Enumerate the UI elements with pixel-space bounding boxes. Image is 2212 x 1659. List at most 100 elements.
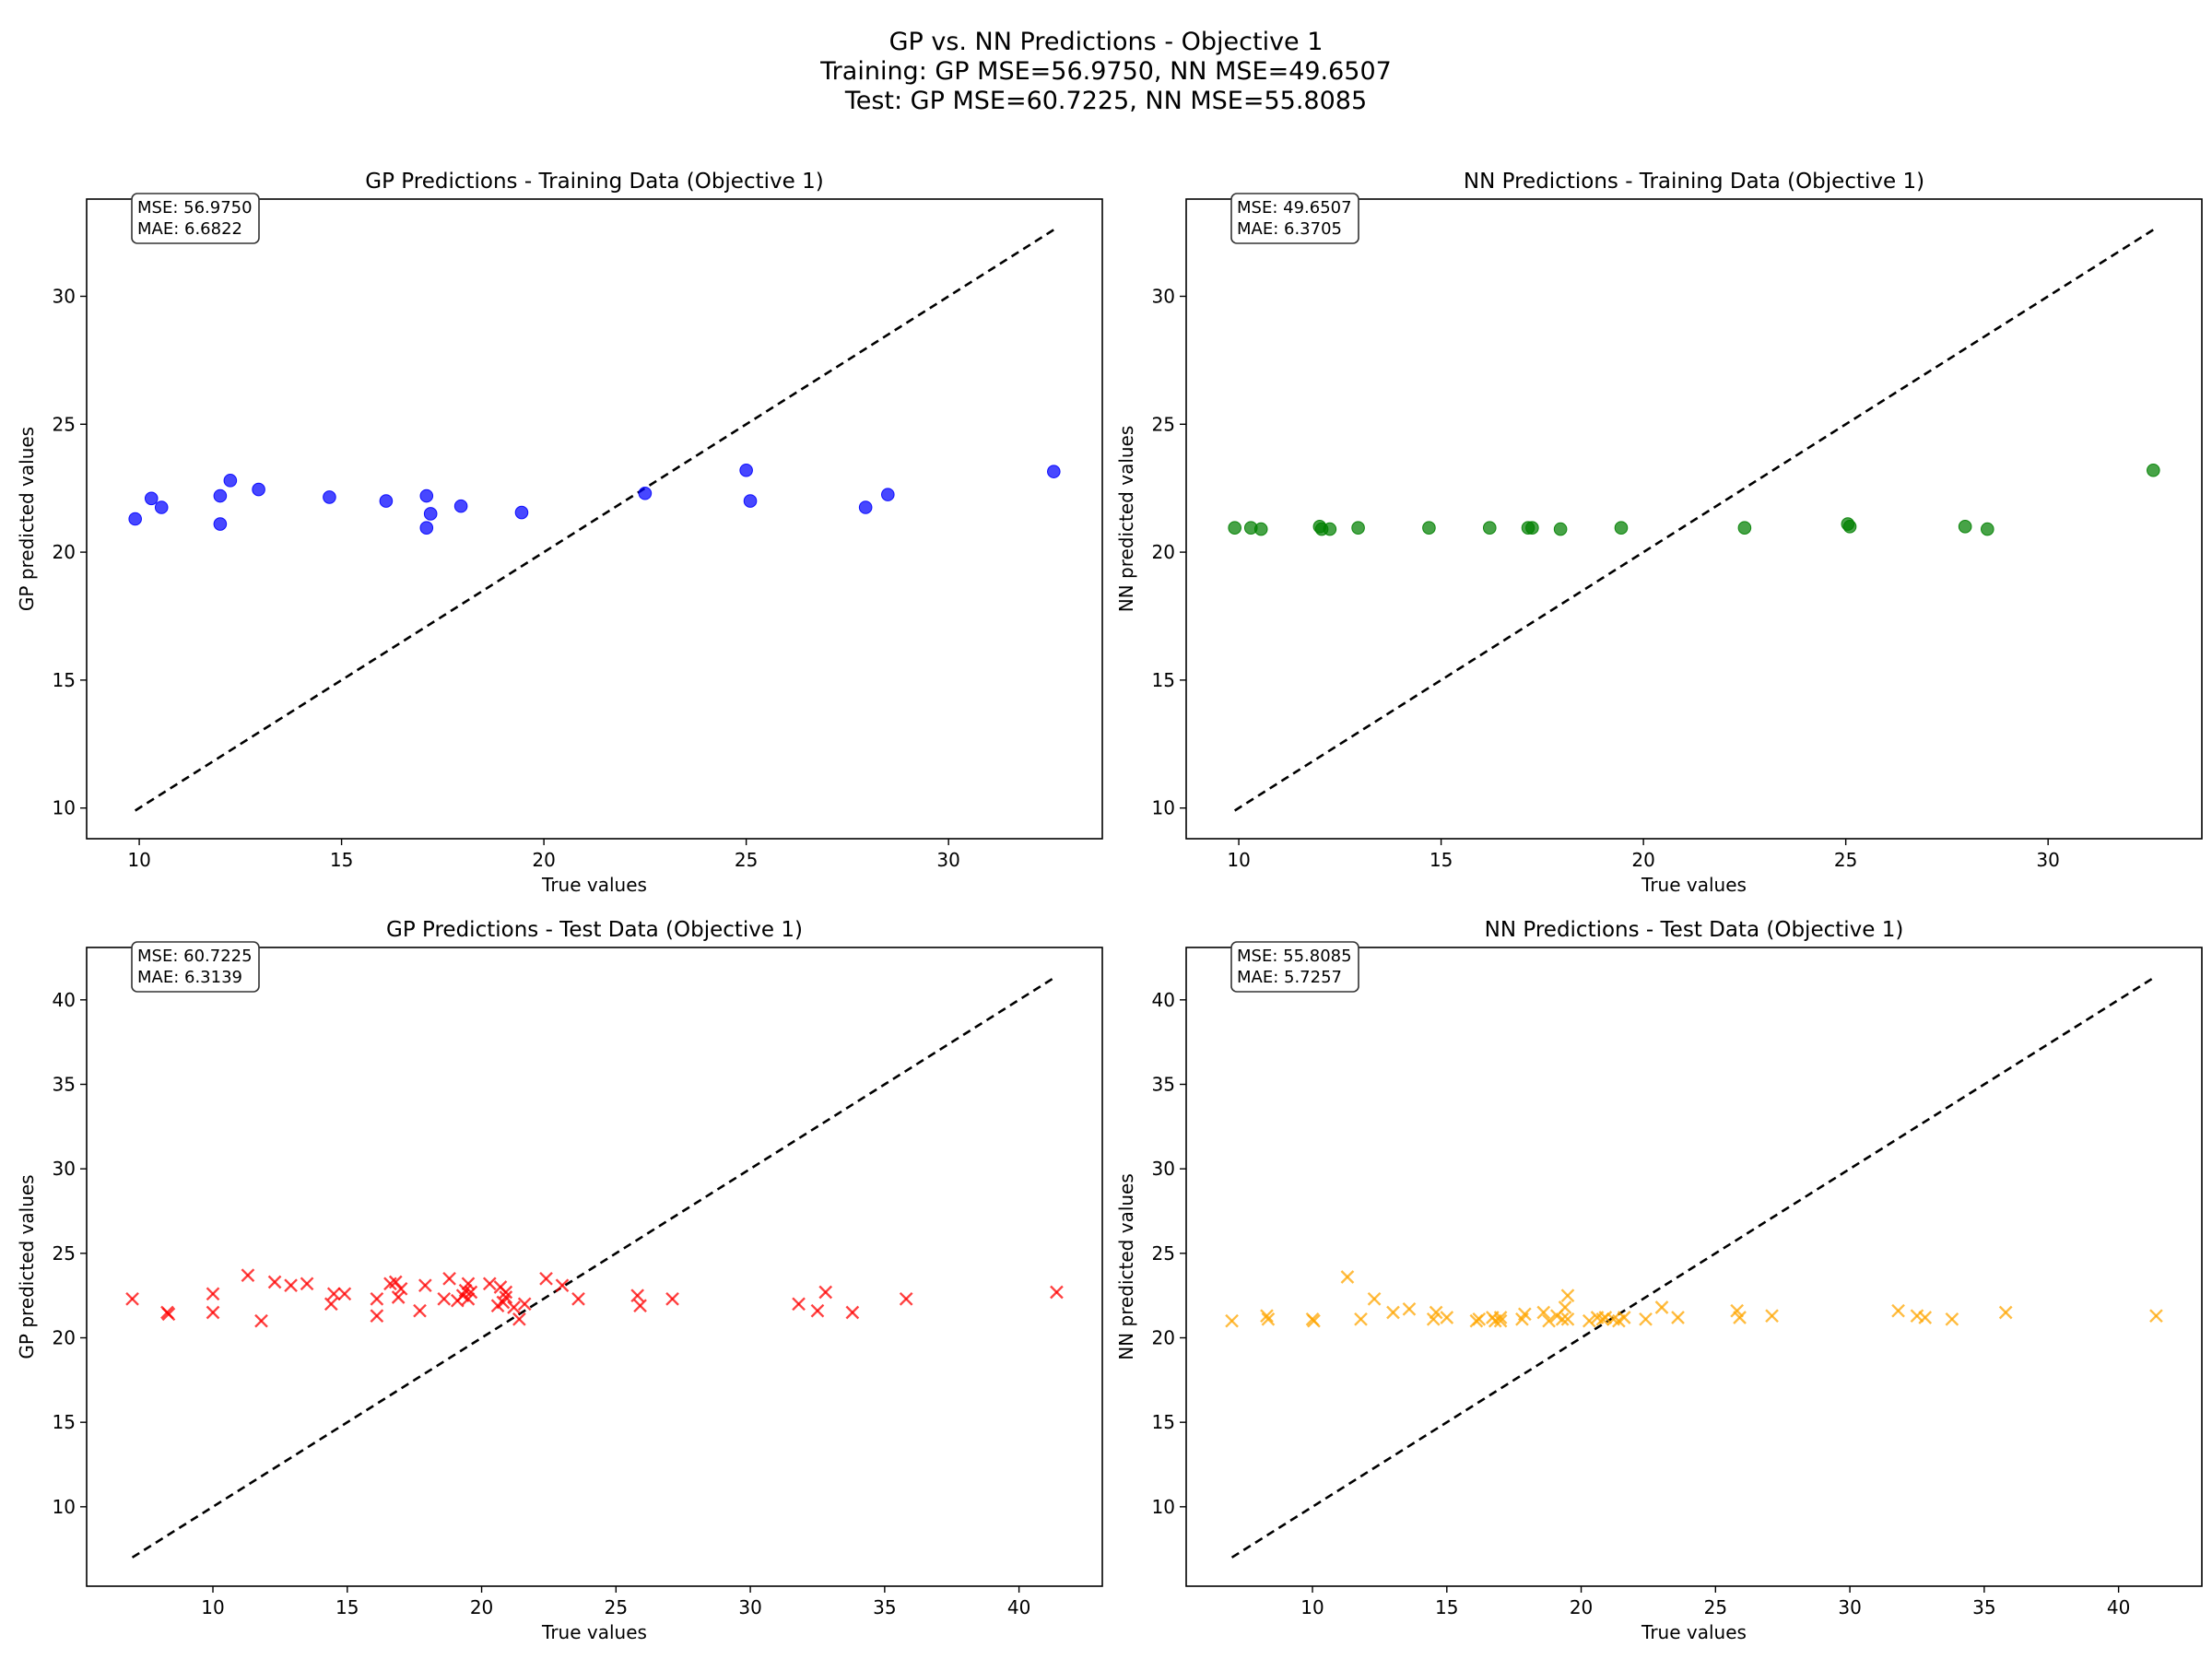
data-point xyxy=(1765,1309,1779,1324)
data-point-stroke xyxy=(810,1303,825,1318)
y-axis-label: NN predicted values xyxy=(1115,426,1137,613)
data-point-stroke xyxy=(1402,1301,1417,1316)
data-point xyxy=(1307,1313,1321,1328)
data-point-stroke xyxy=(388,1275,403,1289)
x-tick-label: 25 xyxy=(1704,1596,1727,1618)
data-point xyxy=(252,482,265,497)
data-point xyxy=(1598,1311,1613,1324)
stats-box xyxy=(131,941,260,993)
data-point xyxy=(213,517,228,531)
data-point-stroke xyxy=(206,1305,220,1320)
data-point xyxy=(1910,1309,1924,1324)
data-point xyxy=(223,474,238,488)
data-point xyxy=(1253,522,1268,536)
y-axis-label: NN predicted values xyxy=(1115,1173,1137,1360)
data-point xyxy=(1614,521,1629,535)
stats-mse: MSE: 60.7225 xyxy=(137,947,253,966)
y-tick-label: 15 xyxy=(1152,669,1175,691)
axes-frame xyxy=(1185,198,2203,840)
data-point-stroke xyxy=(507,1300,521,1314)
y-tick-label: 20 xyxy=(1152,541,1175,563)
y-axis-label: GP predicted values xyxy=(16,427,38,611)
stats-mae: MAE: 6.3705 xyxy=(1237,219,1342,239)
data-point xyxy=(1671,1311,1685,1324)
y-tick-label: 30 xyxy=(53,285,76,307)
data-point-stroke xyxy=(1542,1313,1556,1328)
data-point-stroke xyxy=(254,1313,268,1328)
data-point xyxy=(206,1287,220,1301)
data-point xyxy=(1261,1312,1276,1326)
data-point-stroke xyxy=(630,1288,644,1303)
data-point xyxy=(739,463,753,477)
data-point-stroke xyxy=(464,1285,478,1300)
data-point xyxy=(2147,463,2160,477)
data-point xyxy=(1737,521,1752,535)
data-point-stroke xyxy=(1493,1313,1508,1328)
x-tick-label: 10 xyxy=(1227,849,1250,871)
data-point-stroke xyxy=(370,1309,384,1324)
y-tick-label: 25 xyxy=(1152,413,1175,435)
data-point-stroke xyxy=(1261,1312,1276,1326)
data-point-stroke xyxy=(1730,1303,1744,1318)
x-tick-label: 10 xyxy=(201,1596,224,1618)
x-tick-label: 20 xyxy=(1570,1596,1593,1618)
data-point xyxy=(482,1277,497,1291)
data-point-stroke xyxy=(633,1299,647,1313)
data-point-stroke xyxy=(1606,1312,1620,1326)
data-point xyxy=(792,1297,806,1312)
x-tick-label: 35 xyxy=(1972,1596,1995,1618)
x-tick-label: 30 xyxy=(738,1596,761,1618)
data-point-stroke xyxy=(1386,1305,1400,1320)
data-point xyxy=(1422,521,1436,535)
y-tick-label: 20 xyxy=(53,1327,76,1349)
x-tick-label: 35 xyxy=(873,1596,896,1618)
data-point-stroke xyxy=(418,1278,432,1293)
stats-box xyxy=(1230,941,1359,993)
data-point xyxy=(1536,1305,1551,1320)
chart-panel-4: NN Predictions - Test Data (Objective 1)… xyxy=(1115,918,2203,1643)
x-tick-label: 15 xyxy=(1435,1596,1458,1618)
data-point-stroke xyxy=(512,1312,526,1326)
chart-panel-2: NN Predictions - Training Data (Objectiv… xyxy=(1115,170,2203,896)
axes-frame xyxy=(86,198,1103,840)
data-point xyxy=(1555,1312,1570,1326)
data-point xyxy=(810,1303,825,1318)
data-point xyxy=(464,1285,478,1300)
data-point xyxy=(1558,1300,1572,1314)
y-tick-label: 10 xyxy=(1152,797,1175,819)
x-axis-label: True values xyxy=(1641,1621,1747,1643)
y-tick-label: 10 xyxy=(53,1496,76,1518)
stats-mae: MAE: 6.3139 xyxy=(137,968,242,987)
data-point xyxy=(881,488,895,501)
suptitle-line-3: Test: GP MSE=60.7225, NN MSE=55.8085 xyxy=(844,87,1368,115)
data-point xyxy=(128,512,142,526)
figure-suptitle: GP vs. NN Predictions - Objective 1 Trai… xyxy=(0,28,2212,116)
chart-title: NN Predictions - Training Data (Objectiv… xyxy=(1464,170,1924,194)
data-point xyxy=(206,1305,220,1320)
y-tick-label: 35 xyxy=(53,1074,76,1096)
data-point xyxy=(1553,522,1568,536)
data-point-stroke xyxy=(1472,1312,1487,1326)
data-point xyxy=(899,1291,913,1306)
data-point-stroke xyxy=(499,1285,513,1300)
data-point-stroke xyxy=(206,1287,220,1301)
data-point xyxy=(300,1277,314,1291)
data-point-stroke xyxy=(1050,1285,1064,1300)
x-tick-label: 30 xyxy=(936,849,959,871)
data-point xyxy=(1402,1301,1417,1316)
data-point-stroke xyxy=(517,1297,532,1312)
data-point-stroke xyxy=(845,1305,860,1320)
data-point xyxy=(213,488,228,503)
x-tick-label: 25 xyxy=(1834,849,1857,871)
data-point xyxy=(1228,521,1241,535)
data-point-stroke xyxy=(1671,1311,1685,1324)
data-point-stroke xyxy=(267,1275,282,1289)
chart-title: NN Predictions - Test Data (Objective 1) xyxy=(1485,918,1904,942)
data-point-stroke xyxy=(1598,1311,1613,1324)
data-point-stroke xyxy=(1225,1313,1239,1328)
x-tick-label: 20 xyxy=(1631,849,1654,871)
data-point-stroke xyxy=(1440,1311,1454,1324)
data-point xyxy=(284,1278,298,1293)
x-tick-label: 30 xyxy=(2036,849,2059,871)
data-point xyxy=(418,1278,432,1293)
